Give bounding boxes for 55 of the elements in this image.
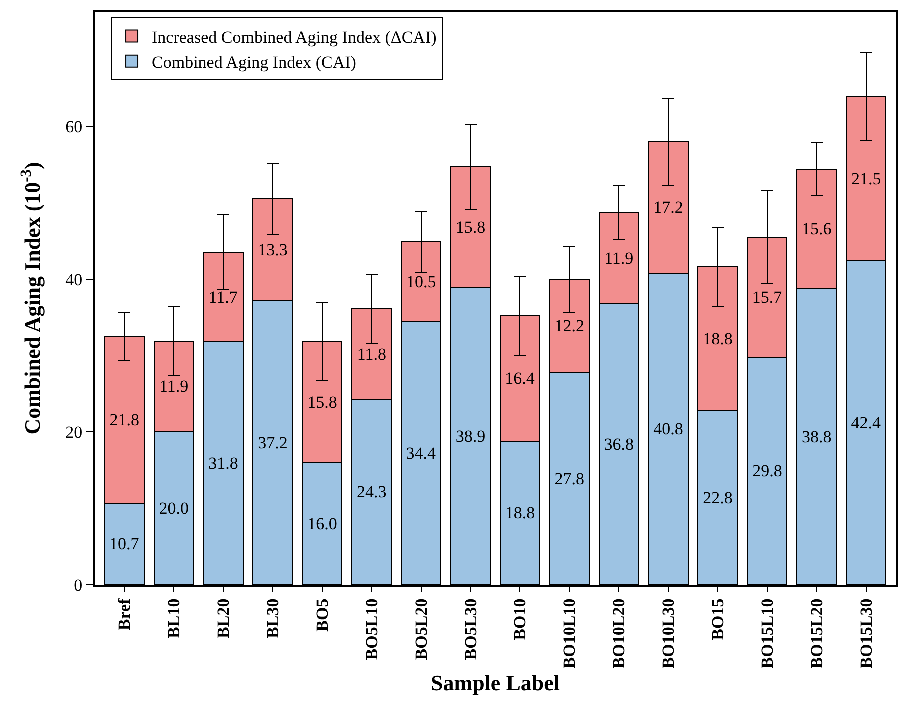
- x-tick-label: BO5L30: [461, 598, 480, 660]
- y-tick-label: 60: [66, 118, 83, 137]
- data-label: 17.2: [654, 198, 684, 218]
- data-label: 13.3: [258, 240, 288, 260]
- data-label: 12.2: [554, 316, 585, 336]
- data-label: 42.4: [851, 414, 882, 433]
- data-label: 22.8: [703, 488, 733, 508]
- legend-label: Combined Aging Index (CAI): [152, 53, 356, 72]
- data-label: 15.8: [308, 392, 338, 412]
- x-tick-label: BO5L10: [362, 598, 382, 660]
- x-tick-label: BL10: [164, 598, 184, 638]
- data-label: 40.8: [654, 420, 684, 439]
- data-label: 21.8: [110, 410, 140, 430]
- data-label: 18.8: [505, 504, 536, 523]
- data-label: 37.2: [258, 433, 288, 452]
- x-tick-label: Bref: [115, 598, 134, 631]
- data-label: 34.4: [406, 444, 436, 464]
- data-label: 20.0: [159, 499, 189, 518]
- data-label: 36.8: [604, 434, 634, 454]
- x-axis-title: Sample Label: [431, 670, 560, 696]
- x-tick-label: BO10L20: [610, 598, 629, 669]
- data-label: 24.3: [357, 482, 387, 502]
- data-label: 27.8: [554, 469, 585, 488]
- data-label: 15.7: [752, 288, 783, 307]
- y-tick-label: 40: [66, 270, 83, 290]
- data-label: 11.9: [160, 377, 189, 396]
- data-label: 16.4: [505, 369, 536, 388]
- data-label: 18.8: [703, 329, 733, 348]
- x-tick-label: BO15L30: [856, 598, 876, 669]
- data-label: 15.6: [802, 219, 832, 238]
- data-label: 10.7: [110, 534, 140, 554]
- data-label: 10.5: [406, 272, 436, 292]
- data-label: 31.8: [208, 454, 238, 474]
- x-tick-label: BO15L20: [807, 598, 826, 669]
- x-tick-label: BO15: [708, 598, 728, 640]
- x-tick-label: BO5L20: [412, 598, 431, 660]
- x-tick-label: BL20: [214, 598, 234, 638]
- data-label: 15.8: [456, 218, 486, 237]
- y-tick-label: 20: [66, 423, 83, 442]
- x-tick-label: BO5: [312, 598, 332, 632]
- data-label: 16.0: [308, 514, 338, 534]
- data-label: 38.9: [456, 426, 486, 446]
- data-label: 11.7: [208, 288, 238, 307]
- x-tick-label: BO15L10: [758, 598, 777, 669]
- x-tick-label: BO10L10: [560, 598, 580, 669]
- legend-label: Increased Combined Aging Index (ΔCAI): [152, 28, 437, 47]
- x-tick-label: BL30: [264, 598, 283, 638]
- x-tick-label: BO10: [510, 598, 530, 640]
- x-tick-label: BO10L30: [659, 598, 678, 669]
- data-label: 11.8: [357, 344, 386, 364]
- data-label: 11.9: [604, 248, 634, 268]
- data-label: 21.5: [851, 169, 882, 188]
- data-label: 38.8: [802, 427, 832, 446]
- y-tick-label: 0: [74, 576, 83, 595]
- data-label: 29.8: [752, 462, 782, 481]
